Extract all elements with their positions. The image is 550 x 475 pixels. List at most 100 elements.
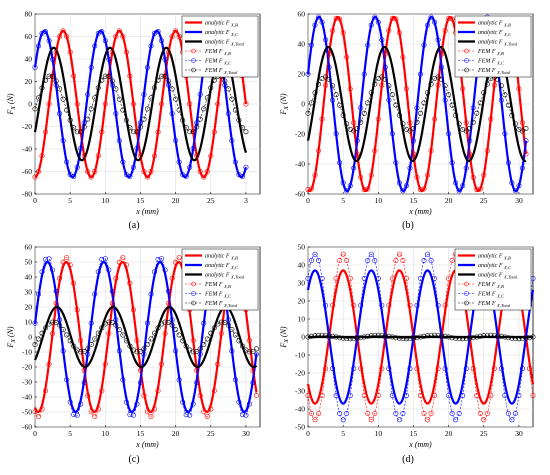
series-marker-fem [432,393,438,399]
series-marker-fem [379,366,385,372]
series-marker-fem [64,33,70,39]
series-marker-fem [368,172,374,178]
series-marker-fem [64,107,70,113]
legend-label-sub: X,Total [223,70,238,76]
series-marker-fem [95,330,101,336]
series-marker-fem [201,409,207,415]
series-marker-fem [53,320,59,326]
series-marker-fem [340,180,346,186]
y-axis-label-main: F [6,110,15,116]
series-marker-fem [312,417,318,423]
series-marker-fem [169,322,175,328]
legend-marker [464,281,469,287]
series-marker-fem [99,129,105,135]
series-marker-fem [236,117,242,123]
y-tick-label: -20 [295,369,305,378]
series-marker-fem [347,393,353,399]
series-marker-fem [467,138,473,144]
series-marker-fem [222,78,228,84]
series-marker-fem [46,73,52,79]
series-marker-fem [463,366,469,372]
y-tick-label: -10 [295,351,305,360]
legend-label-main: FEM F [204,301,224,307]
series-marker-fem [449,410,455,416]
series-marker-fem [74,129,80,135]
series-marker-fem [326,333,332,339]
series-marker-fem [197,116,203,122]
series-marker-fem [64,377,70,383]
series-marker-fem [46,256,52,262]
x-tick-label: 20 [445,429,453,438]
series-marker-fem [53,300,59,306]
y-tick-label: -80 [22,190,32,199]
legend-label-sub: X,C [496,60,505,66]
series-marker-fem [201,320,207,326]
series-marker-fem [312,172,318,178]
series-marker-fem [239,125,245,131]
series-marker-fem [148,413,154,419]
series-marker-fem [495,333,501,339]
series-marker-fem [389,131,395,137]
series-marker-fem [137,368,143,374]
panel-c: 0 5 10 15 20 25 30 -60 -50 -40 -30 -20 -10 0 10 20 30 40 5… [6,243,261,465]
series-marker-fem [417,275,423,281]
series-marker-fem [225,322,231,328]
x-tick-label: 0 [33,429,37,438]
series-marker-fem [484,148,490,154]
series-marker-fem [375,116,381,122]
series-marker-fem [155,77,161,83]
series-marker-fem [344,410,350,416]
series-marker-fem [498,97,504,103]
series-marker-fem [222,320,228,326]
series-marker-fem [39,406,45,412]
series-marker-fem [85,116,91,122]
x-tick-label: 15 [410,429,418,438]
series-marker-fem [305,334,311,340]
series-marker-fem [333,275,339,281]
series-marker-fem [449,258,455,264]
series-marker-fem [187,129,193,135]
series-marker-fem [162,331,168,337]
series-marker-fem [344,121,350,127]
legend-marker [464,300,469,306]
series-marker-fem [67,262,73,268]
legend-label-sub: X,B [503,255,511,261]
series-marker-fem [166,49,172,55]
series-marker-fem [414,366,420,372]
series-marker-fem [488,116,494,122]
series-marker-fem [344,54,350,60]
series-marker-fem [453,112,459,118]
series-marker-fem [57,33,63,39]
series-marker-fem [428,332,434,338]
series-marker-fem [201,174,207,180]
series-marker-fem [333,393,339,399]
series-marker-fem [316,410,322,416]
series-marker-fem [194,368,200,374]
series-marker-fem [460,86,466,92]
series-marker-fem [344,188,350,194]
series-marker-fem [57,317,63,323]
series-marker-fem [134,401,140,407]
series-line-analytic [306,269,535,405]
series-marker-fem [120,377,126,383]
series-marker-fem [442,28,448,34]
panel-label: (a) [128,220,139,231]
legend-label-main: analytic F [478,273,504,279]
series-marker-fem [347,86,353,92]
series-marker-fem [333,131,339,137]
series-marker-fem [71,173,77,179]
y-axis-label: FX (N) [279,93,290,116]
legend-label: FEM F X,B [477,49,504,57]
y-tick-label: -30 [295,387,305,396]
series-marker-fem [365,333,371,339]
series-marker-fem [36,336,42,342]
x-tick-label: 30 [515,429,523,438]
x-tick-label: 15 [410,196,418,205]
series-marker-fem [176,332,182,338]
series-marker-fem [512,336,518,342]
legend-label: FEM F X,B [204,282,231,290]
series-marker-fem [428,410,434,416]
legend-label: analytic F X,B [205,254,238,262]
series-line-analytic [33,305,258,369]
x-tick-label: 0 [306,429,310,438]
